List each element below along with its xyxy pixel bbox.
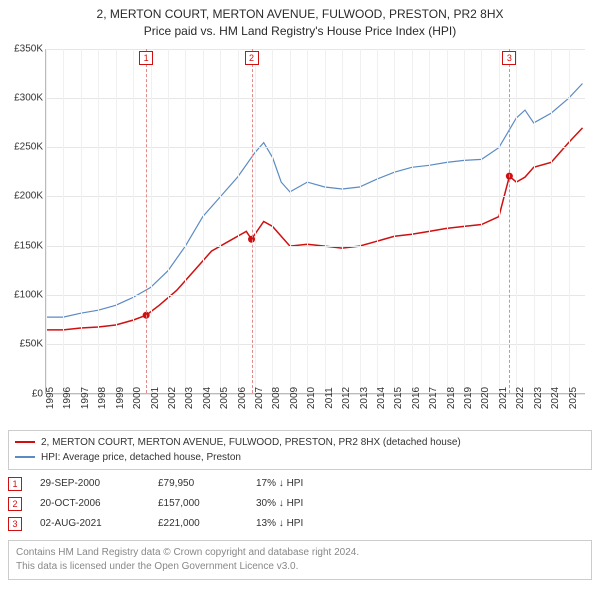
event-price: £221,000 bbox=[158, 518, 238, 529]
legend: 2, MERTON COURT, MERTON AVENUE, FULWOOD,… bbox=[8, 430, 592, 470]
y-tick-label: £350K bbox=[5, 43, 43, 54]
x-tick-label: 2025 bbox=[568, 383, 594, 413]
legend-item: 2, MERTON COURT, MERTON AVENUE, FULWOOD,… bbox=[15, 435, 585, 450]
event-price: £157,000 bbox=[158, 498, 238, 509]
line-layer bbox=[46, 49, 585, 393]
event-marker-icon: 1 bbox=[139, 51, 153, 65]
chart-title: 2, MERTON COURT, MERTON AVENUE, FULWOOD,… bbox=[0, 0, 600, 44]
event-price: £79,950 bbox=[158, 478, 238, 489]
y-tick-label: £300K bbox=[5, 92, 43, 103]
legend-label: HPI: Average price, detached house, Pres… bbox=[41, 450, 241, 465]
event-delta: 13% ↓ HPI bbox=[256, 518, 336, 529]
attribution: Contains HM Land Registry data © Crown c… bbox=[8, 540, 592, 580]
event-date: 20-OCT-2006 bbox=[40, 498, 140, 509]
y-tick-label: £0 bbox=[5, 388, 43, 399]
event-delta: 30% ↓ HPI bbox=[256, 498, 336, 509]
title-line-1: 2, MERTON COURT, MERTON AVENUE, FULWOOD,… bbox=[10, 6, 590, 23]
chart-area: £0 £50K £100K £150K £200K £250K £300K £350K 1 2 3… bbox=[5, 44, 595, 424]
legend-label: 2, MERTON COURT, MERTON AVENUE, FULWOOD,… bbox=[41, 435, 461, 450]
series-line bbox=[46, 127, 583, 329]
legend-swatch bbox=[15, 456, 35, 458]
plot-region: 1 2 3 bbox=[45, 49, 585, 394]
event-date: 29-SEP-2000 bbox=[40, 478, 140, 489]
event-row: 3 02-AUG-2021 £221,000 13% ↓ HPI bbox=[8, 514, 592, 534]
y-tick-label: £250K bbox=[5, 142, 43, 153]
legend-swatch bbox=[15, 441, 35, 443]
attribution-line: This data is licensed under the Open Gov… bbox=[16, 560, 584, 574]
event-marker-icon: 3 bbox=[502, 51, 516, 65]
event-date: 02-AUG-2021 bbox=[40, 518, 140, 529]
series-line bbox=[46, 83, 583, 317]
attribution-line: Contains HM Land Registry data © Crown c… bbox=[16, 546, 584, 560]
title-line-2: Price paid vs. HM Land Registry's House … bbox=[10, 23, 590, 40]
event-marker-icon: 3 bbox=[8, 517, 22, 531]
event-delta: 17% ↓ HPI bbox=[256, 478, 336, 489]
event-row: 2 20-OCT-2006 £157,000 30% ↓ HPI bbox=[8, 494, 592, 514]
y-tick-label: £100K bbox=[5, 290, 43, 301]
event-marker-icon: 2 bbox=[245, 51, 259, 65]
legend-item: HPI: Average price, detached house, Pres… bbox=[15, 450, 585, 465]
y-tick-label: £200K bbox=[5, 191, 43, 202]
event-marker-icon: 2 bbox=[8, 497, 22, 511]
event-marker-icon: 1 bbox=[8, 477, 22, 491]
y-tick-label: £50K bbox=[5, 339, 43, 350]
y-tick-label: £150K bbox=[5, 240, 43, 251]
events-table: 1 29-SEP-2000 £79,950 17% ↓ HPI 2 20-OCT… bbox=[8, 474, 592, 534]
event-row: 1 29-SEP-2000 £79,950 17% ↓ HPI bbox=[8, 474, 592, 494]
